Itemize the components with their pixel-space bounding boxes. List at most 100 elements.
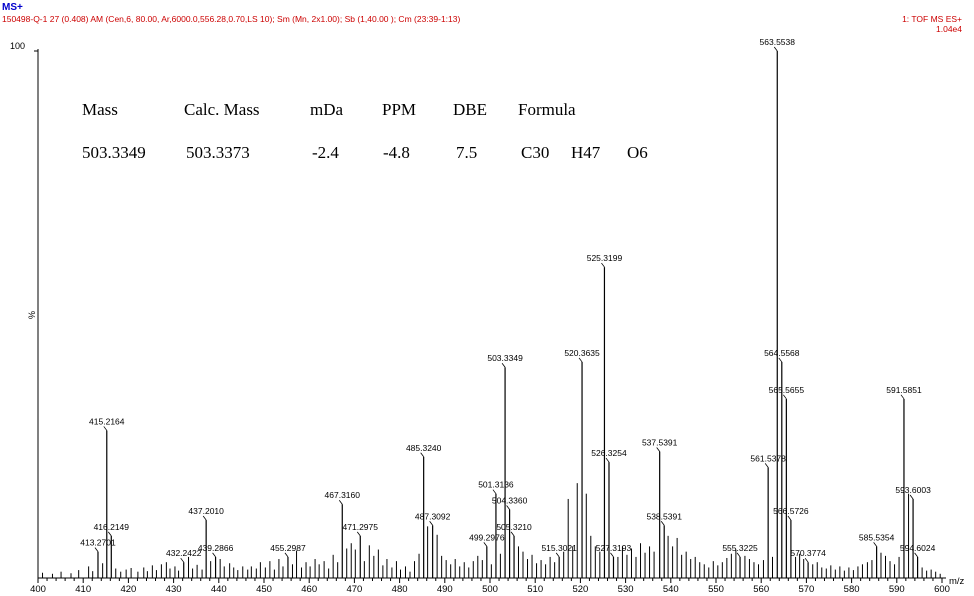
x-tick-label: 450 [256,584,272,595]
peak-label: 593.6003 [895,485,931,495]
value-formula-h: H47 [571,143,601,162]
peak-label-leader [610,552,614,558]
x-tick-label: 580 [844,584,860,595]
peak-label-leader [578,357,583,363]
instrument-label: 1: TOF MS ES+ [902,14,962,24]
x-tick-label: 560 [753,584,769,595]
x-tick-label: 550 [708,584,724,595]
header-ppm: PPM [382,100,417,119]
peak-label: 566.5726 [773,506,809,516]
intensity-scale: 1.04e4 [936,24,962,34]
value-dbe: 7.5 [456,143,478,162]
x-tick-label: 490 [437,584,453,595]
peak-label: 538.5391 [646,511,682,521]
labeled-peaks: 413.2701 415.2164 416.2149 432.2422 437.2010… [80,37,936,578]
peak-label: 416.2149 [94,522,130,532]
x-tick-label: 430 [166,584,182,595]
peak-label-leader [773,46,778,52]
peak-label-leader [284,552,289,558]
value-ppm: -4.8 [383,143,410,162]
peak-label: 504.3360 [492,495,528,505]
peak-label: 501.3136 [478,480,514,490]
peak-label: 515.3021 [541,543,577,553]
peak-label-leader [103,426,108,431]
peak-label: 585.5354 [859,532,895,542]
x-tick-label: 470 [346,584,362,595]
ms-mode-label: MS+ [2,2,23,13]
peak-label: 555.3225 [722,543,758,553]
peak-label-leader [510,531,515,537]
x-tick-label: 420 [120,584,136,595]
peak-label-leader [783,394,787,400]
peak-label: 432.2422 [166,548,202,558]
peak-label-leader [736,552,741,558]
x-axis-unit: m/z [949,576,965,587]
peak-label: 594.6024 [900,543,936,553]
value-mda: -2.4 [312,143,339,162]
peak-label: 537.5391 [642,438,678,448]
peak-label: 471.2975 [343,522,379,532]
peak-label-leader [429,521,433,526]
peak-label: 570.3774 [790,548,826,558]
peak-label-leader [787,515,792,521]
y-axis-top-label: 100 [10,41,26,51]
x-tick-label: 570 [798,584,814,595]
header-mda: mDa [310,100,344,119]
peak-label-leader [656,447,660,452]
peak-label-leader [506,505,510,510]
peak-label: 485.3240 [406,443,442,453]
x-tick-label: 520 [572,584,588,595]
peak-label: 591.5851 [886,385,922,395]
peak-label-leader [483,542,488,547]
peak-label-leader [900,394,905,400]
peak-label: 563.5538 [760,37,796,47]
peak-label: 561.5378 [750,453,786,463]
peak-label-leader [420,452,424,458]
peak-label: 525.3199 [587,253,623,263]
header-calc-mass: Calc. Mass [184,100,260,119]
peak-label-leader [555,552,560,558]
peak-label-leader [180,557,185,563]
peak-label: 505.3210 [496,522,532,532]
peak-label: 499.2976 [469,532,505,542]
x-tick-label: 410 [75,584,91,595]
x-tick-label: 400 [30,584,46,595]
peak-label: 527.3193 [596,543,632,553]
x-tick-label: 500 [482,584,498,595]
peak-label-leader [605,457,610,463]
peak-label: 526.3254 [591,448,627,458]
x-tick-label: 440 [211,584,227,595]
peak-label-leader [94,547,99,552]
peak-label-leader [338,499,343,505]
x-tick-label: 600 [934,584,950,595]
peak-label-leader [914,552,918,558]
peak-label-leader [356,531,361,537]
peak-label: 503.3349 [487,353,523,363]
peak-label: 455.2987 [270,543,306,553]
peak-label: 520.3635 [564,348,600,358]
peak-label-leader [873,542,877,547]
peak-label: 467.3160 [325,490,361,500]
value-mass: 503.3349 [82,143,146,162]
acquisition-params: 150498-Q-1 27 (0.408) AM (Cen,6, 80.00, … [2,14,461,24]
header-dbe: DBE [453,100,487,119]
peak-label-leader [202,515,207,521]
minor-peaks [42,483,941,578]
x-tick-label: 480 [392,584,408,595]
x-tick-label: 460 [301,584,317,595]
value-formula-c: C30 [521,143,550,162]
x-tick-label: 510 [527,584,543,595]
value-calc-mass: 503.3373 [186,143,250,162]
peak-label: 439.2866 [198,543,234,553]
peak-label-leader [804,557,809,563]
peak-label: 413.2701 [80,538,116,548]
peak-label-leader [764,463,769,468]
x-tick-label: 590 [889,584,905,595]
x-tick-label: 540 [663,584,679,595]
peak-label-leader [107,531,112,537]
peak-label-leader [501,362,506,368]
axes: 400 410 420 430 440 450 460 470 480 490 500 510 520 5… [30,49,965,595]
peak-label-leader [492,489,497,494]
peak-label-leader [778,357,783,363]
